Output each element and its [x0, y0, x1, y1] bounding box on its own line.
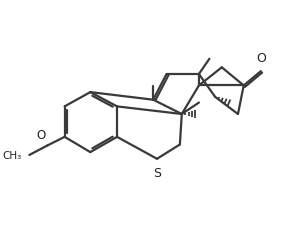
- Text: O: O: [256, 51, 266, 64]
- Text: S: S: [153, 167, 161, 180]
- Text: O: O: [36, 128, 45, 141]
- Text: CH₃: CH₃: [3, 150, 22, 160]
